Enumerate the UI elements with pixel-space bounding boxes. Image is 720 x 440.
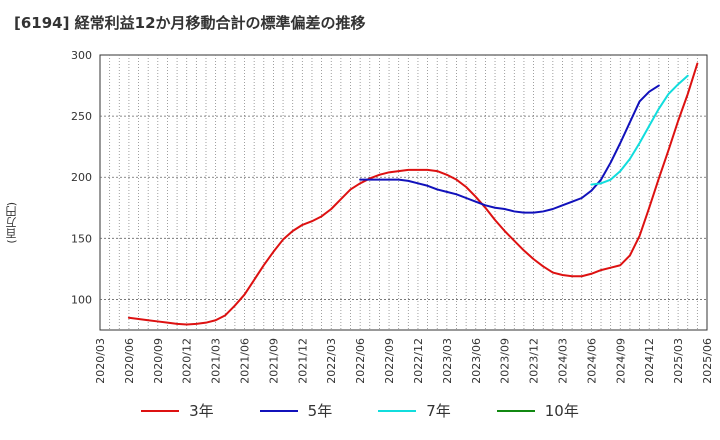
- x-tick-label: 2024/09: [614, 338, 627, 384]
- legend: 3年 5年 7年 10年: [0, 400, 720, 421]
- y-tick-label: 200: [71, 171, 92, 184]
- series-lines: [127, 62, 699, 326]
- legend-item: 5年: [259, 400, 333, 421]
- grid-lines: [100, 55, 707, 330]
- legend-item: 3年: [141, 400, 214, 421]
- plot-area: [99, 54, 708, 331]
- x-tick-label: 2022/09: [383, 338, 396, 384]
- x-tick-label: 2021/06: [239, 338, 252, 384]
- chart-title: [6194] 経常利益12か月移動合計の標準偏差の推移: [14, 14, 366, 32]
- series-line-5年: [359, 84, 660, 214]
- x-tick-label: 2025/06: [701, 338, 714, 384]
- x-tick-label: 2021/03: [210, 338, 223, 384]
- series-line-3年: [127, 62, 699, 326]
- x-tick-label: 2021/09: [267, 338, 280, 384]
- x-tick-label: 2022/03: [325, 338, 338, 384]
- x-tick-label: 2023/12: [528, 338, 541, 384]
- x-tick-label: 2021/12: [296, 338, 309, 384]
- x-tick-label: 2020/06: [123, 338, 136, 384]
- x-tick-label: 2024/03: [556, 338, 569, 384]
- legend-label: 7年: [426, 402, 451, 420]
- x-tick-label: 2020/03: [94, 338, 107, 384]
- x-tick-label: 2023/03: [441, 338, 454, 384]
- x-tick-label: 2022/06: [354, 338, 367, 384]
- legend-item: 7年: [378, 400, 451, 421]
- x-tick-label: 2024/06: [585, 338, 598, 384]
- y-tick-labels: 100 150 200 250 300: [71, 49, 92, 306]
- legend-label: 5年: [307, 402, 333, 420]
- series-line-7年: [590, 74, 689, 186]
- y-tick-label: 100: [71, 293, 92, 306]
- legend-label: 3年: [189, 402, 214, 420]
- legend-item: 10年: [496, 400, 579, 421]
- x-tick-label: 2023/06: [470, 338, 483, 384]
- x-tick-label: 2025/03: [672, 338, 685, 384]
- x-tick-label: 2020/12: [181, 338, 194, 384]
- y-tick-label: 150: [71, 232, 92, 245]
- legend-swatch: [378, 409, 417, 412]
- x-tick-label: 2023/09: [499, 338, 512, 384]
- x-tick-label: 2022/12: [412, 338, 425, 384]
- legend-label: 10年: [544, 402, 579, 420]
- legend-swatch: [141, 409, 180, 412]
- y-tick-label: 250: [71, 110, 92, 123]
- y-tick-label: 300: [71, 49, 92, 62]
- legend-swatch: [496, 409, 535, 412]
- legend-swatch: [259, 409, 298, 412]
- x-tick-label: 2024/12: [643, 338, 656, 384]
- x-tick-labels: 2020/03 2020/06 2020/09 2020/12 2021/03 2021/…: [94, 338, 714, 384]
- x-tick-label: 2020/09: [152, 338, 165, 384]
